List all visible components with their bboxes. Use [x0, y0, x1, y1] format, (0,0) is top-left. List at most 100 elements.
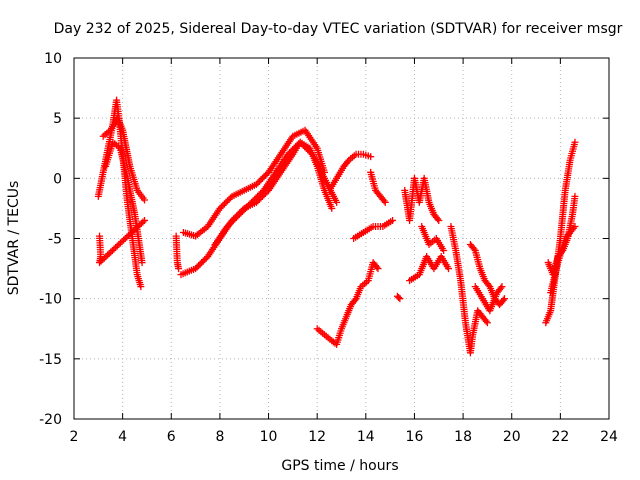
- data-point: [141, 196, 149, 204]
- chart-title: Day 232 of 2025, Sidereal Day-to-day VTE…: [54, 21, 623, 37]
- data-point: [485, 281, 493, 289]
- data-point: [255, 191, 263, 199]
- series-arc-4b: [406, 253, 452, 285]
- data-point: [571, 138, 579, 146]
- data-point: [246, 200, 254, 208]
- data-point: [373, 263, 381, 271]
- data-point: [292, 143, 300, 151]
- data-points: [94, 96, 579, 357]
- x-tick-label: 10: [260, 429, 278, 445]
- data-point: [389, 216, 397, 224]
- data-point: [498, 283, 506, 291]
- grid-lines: [74, 58, 609, 419]
- data-point: [108, 247, 116, 255]
- data-point: [137, 219, 145, 227]
- data-point: [440, 247, 448, 255]
- data-point: [571, 192, 579, 200]
- series-arc-1c: [102, 138, 146, 267]
- data-point: [296, 138, 304, 146]
- series-arc-1b: [99, 114, 149, 204]
- data-point: [102, 253, 110, 261]
- data-point: [115, 241, 123, 249]
- y-tick-label: 0: [53, 171, 62, 187]
- data-point: [223, 222, 231, 230]
- data-point: [482, 317, 490, 325]
- data-point: [307, 149, 315, 157]
- data-point: [116, 239, 124, 247]
- data-point: [137, 283, 145, 291]
- data-point: [367, 153, 375, 161]
- data-point: [139, 218, 147, 226]
- data-point: [237, 209, 245, 217]
- series-arc-4f: [471, 283, 506, 315]
- data-point: [225, 221, 233, 229]
- data-point: [104, 251, 112, 259]
- data-point: [201, 256, 209, 264]
- data-point: [193, 263, 201, 271]
- x-tick-label: 8: [215, 429, 224, 445]
- data-point: [302, 144, 310, 152]
- data-point: [227, 194, 235, 202]
- data-point: [244, 201, 252, 209]
- data-point: [217, 203, 225, 211]
- data-point: [141, 216, 149, 224]
- series-isolated-1: [96, 216, 149, 267]
- series-isolated-3: [393, 292, 404, 303]
- data-point: [435, 216, 443, 224]
- data-point: [262, 171, 270, 179]
- y-axis-label: SDTVAR / TECUs: [6, 181, 22, 296]
- y-tick-label: -20: [39, 412, 62, 428]
- data-point: [483, 319, 491, 327]
- data-point: [175, 265, 183, 273]
- data-point: [305, 147, 313, 155]
- x-tick-label: 16: [406, 429, 424, 445]
- data-point: [249, 197, 257, 205]
- data-point: [298, 140, 306, 148]
- data-point: [328, 204, 336, 212]
- data-point: [97, 257, 105, 265]
- x-tick-label: 12: [308, 429, 326, 445]
- data-point: [229, 216, 237, 224]
- data-point: [344, 158, 352, 166]
- data-point: [500, 295, 508, 303]
- data-point: [134, 222, 142, 230]
- data-point: [299, 141, 307, 149]
- x-tick-label: 4: [118, 429, 127, 445]
- data-point: [124, 231, 132, 239]
- y-tick-label: -15: [39, 352, 62, 368]
- y-tick-label: 10: [44, 51, 62, 67]
- data-point: [284, 150, 292, 158]
- x-tick-label: 24: [600, 429, 618, 445]
- data-point: [138, 259, 146, 267]
- data-point: [380, 197, 388, 205]
- data-point: [293, 141, 301, 149]
- data-point: [243, 203, 251, 211]
- data-point: [118, 238, 126, 246]
- data-point: [126, 230, 134, 238]
- data-point: [216, 204, 224, 212]
- x-tick-label: 2: [70, 429, 79, 445]
- data-point: [374, 265, 382, 273]
- series-arc-3b: [325, 150, 375, 194]
- data-point: [257, 189, 265, 197]
- data-point: [105, 250, 113, 258]
- series-arc-3a: [313, 259, 382, 348]
- data-point: [333, 198, 341, 206]
- data-point: [129, 227, 137, 235]
- data-point: [445, 265, 452, 273]
- data-point: [132, 224, 140, 232]
- data-point: [287, 147, 295, 155]
- data-point: [110, 245, 118, 253]
- series-arc-5a: [542, 138, 579, 327]
- data-point: [240, 206, 248, 214]
- data-point: [199, 257, 207, 265]
- data-point: [351, 296, 359, 304]
- data-point: [286, 149, 294, 157]
- x-tick-label: 20: [503, 429, 521, 445]
- data-point: [499, 296, 507, 304]
- data-point: [192, 265, 200, 273]
- data-point: [255, 177, 263, 185]
- data-point: [198, 259, 206, 267]
- data-point: [248, 198, 256, 206]
- data-point: [224, 197, 232, 205]
